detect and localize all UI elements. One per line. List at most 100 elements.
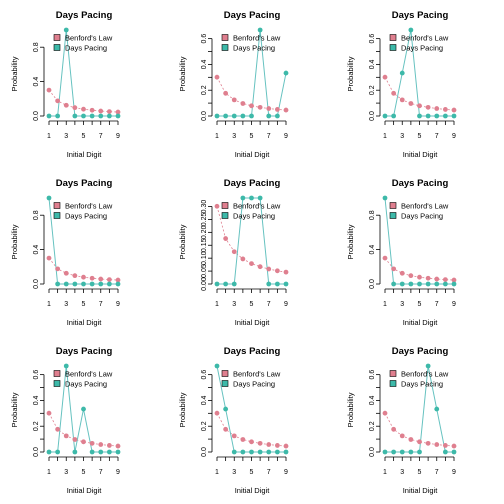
legend-swatch-days-pacing [221,212,229,219]
legend-swatch-benford [389,202,397,209]
chart-panel: Days Pacing 0.0 0.4 0.8 1 3 5 7 9 Initial Digit Pr… [10,10,121,159]
benford-point [63,433,69,439]
chart-title: Days Pacing [56,178,113,189]
days-pacing-point [89,113,95,119]
benford-point [274,443,280,448]
benford-point [214,203,220,209]
legend-label-days-pacing: Days Pacing [233,44,275,53]
days-pacing-point [240,449,246,455]
benford-point [249,439,254,445]
benford-point [98,442,104,447]
x-tick-label: 7 [267,469,271,476]
y-tick-label: 0.4 [33,395,40,405]
days-pacing-point [106,113,112,119]
x-tick-label: 3 [232,301,236,308]
y-axis-label: Probability [10,224,19,259]
legend-swatch-days-pacing [389,380,397,387]
benford-point [72,105,78,111]
days-pacing-point [240,195,246,201]
y-tick-label: 0.30 [201,200,208,214]
days-pacing-point [391,281,397,287]
y-tick-label: 0.6 [369,370,376,380]
chart-title: Days Pacing [392,346,449,357]
benford-point [257,264,263,270]
y-tick-label: 0.0 [33,447,40,457]
chart-title: Days Pacing [392,10,449,21]
chart-panel: Days Pacing 0.0 0.2 0.4 0.6 1 3 5 7 9 Initial Digi… [10,346,121,495]
benford-point [115,443,121,449]
benford-point [391,266,397,272]
legend-label-benford: Benford's Law [401,202,449,211]
benford-point [257,104,263,110]
benford-point [89,440,95,446]
days-pacing-point [115,281,121,287]
benford-point [425,440,431,446]
days-pacing-point [442,281,448,287]
benford-point [249,103,254,109]
days-pacing-point [81,113,86,119]
days-pacing-point [451,113,457,119]
benford-point [442,277,448,283]
benford-point [231,433,237,439]
days-pacing-point [72,113,78,119]
x-tick-label: 5 [82,133,86,140]
x-tick-label: 5 [250,133,254,140]
days-pacing-point [434,113,440,119]
benford-line [216,77,287,111]
days-pacing-point [257,195,263,201]
days-pacing-point [417,113,422,119]
y-axis-label: Probability [346,392,355,427]
days-pacing-point [46,113,52,119]
days-pacing-point [81,406,86,412]
days-pacing-point [408,27,414,33]
benford-line [48,413,119,447]
y-axis-label: Probability [10,56,19,91]
x-tick-label: 3 [400,469,404,476]
days-pacing-point [115,449,121,455]
legend-swatch-days-pacing [53,44,61,51]
legend-swatch-days-pacing [53,380,61,387]
days-pacing-point [55,113,61,119]
days-pacing-point [257,449,263,455]
benford-point [382,74,388,80]
y-tick-label: 0.00 [201,277,208,291]
benford-point [451,443,457,449]
chart-panel: Days Pacing 0.0 0.2 0.4 0.6 1 3 5 7 9 Initial Digi… [178,10,289,159]
x-axis-label: Initial Digit [235,486,271,495]
benford-point [46,255,52,261]
days-pacing-point [223,113,229,119]
days-pacing-point [98,281,104,287]
benford-point [391,426,397,432]
x-tick-label: 1 [47,301,51,308]
benford-point [72,437,78,442]
y-tick-label: 0.4 [201,59,208,69]
days-pacing-point [231,449,237,455]
days-pacing-point [249,113,254,119]
y-tick-label: 0.6 [33,370,40,380]
y-tick-label: 0.8 [33,42,40,52]
y-tick-label: 0.25 [201,213,208,227]
x-tick-label: 5 [82,301,86,308]
benford-point [274,107,280,112]
y-axis-label: Probability [178,392,187,427]
x-tick-label: 3 [400,301,404,308]
days-pacing-point [223,406,229,412]
x-tick-label: 1 [47,133,51,140]
benford-line [384,413,455,447]
days-pacing-point [98,113,104,119]
y-tick-label: 0.4 [369,245,376,255]
days-pacing-point [408,281,414,287]
benford-point [249,261,254,266]
legend-label-benford: Benford's Law [233,34,281,43]
x-tick-label: 7 [435,133,439,140]
legend-swatch-days-pacing [389,44,397,51]
days-pacing-point [442,449,448,455]
benford-point [417,439,422,445]
benford-point [89,107,95,113]
y-tick-label: 0.4 [369,59,376,69]
chart-panel: Days Pacing 0.0 0.4 0.8 1 3 5 7 9 Initial Digit Pr… [346,178,457,327]
x-tick-label: 7 [99,133,103,140]
x-tick-label: 5 [82,469,86,476]
x-tick-label: 7 [267,301,271,308]
x-tick-label: 5 [418,133,422,140]
